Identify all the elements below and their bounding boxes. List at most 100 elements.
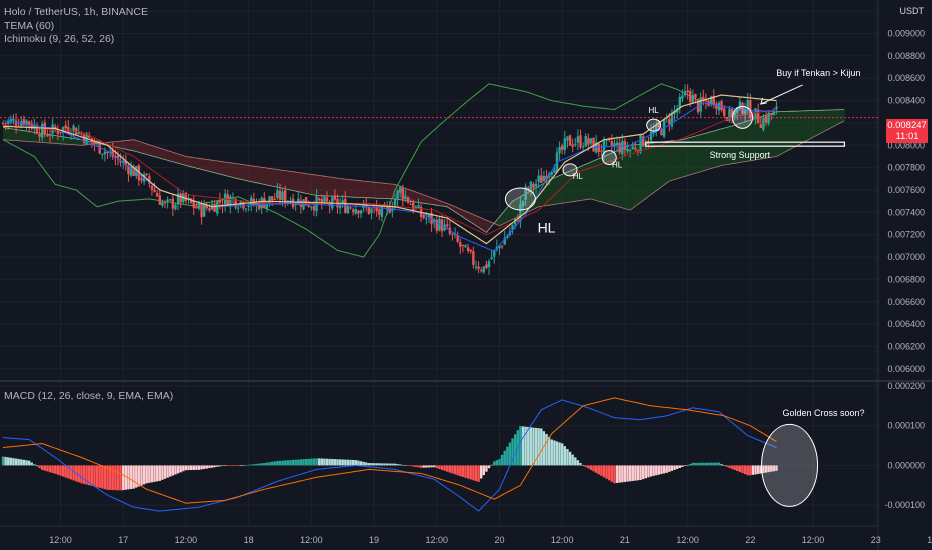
candle-body (657, 123, 661, 128)
cloud-segment (567, 171, 571, 203)
candle (124, 154, 128, 171)
candle-body (213, 203, 216, 212)
macd-histogram-bar (634, 465, 637, 481)
candle-body (7, 120, 10, 124)
macd-histogram-bar (547, 436, 551, 466)
grid-lines (0, 0, 878, 525)
candle (704, 93, 708, 110)
cloud-segment (146, 143, 150, 156)
candle (558, 141, 561, 161)
chikou-span-line (2, 83, 699, 258)
macd-histogram-bar (600, 465, 603, 476)
candle-body (772, 109, 776, 116)
macd-histogram-bar (618, 465, 621, 483)
candle-body (453, 234, 457, 236)
candle (725, 116, 729, 122)
candle-body (738, 101, 742, 109)
cloud-segment (807, 110, 811, 140)
cloud-segment (149, 144, 152, 156)
cloud-segment (303, 173, 307, 194)
cloud-segment (180, 154, 184, 165)
macd-histogram-bar (775, 465, 778, 471)
candle (764, 110, 768, 127)
macd-histogram-bar (12, 458, 15, 466)
candle (422, 213, 425, 220)
cloud-segment (823, 110, 827, 132)
candle (1, 121, 5, 125)
candle (487, 259, 491, 275)
macd-histogram-bar (623, 465, 627, 482)
macd-histogram-bar (231, 465, 235, 467)
candle-body (317, 198, 321, 201)
cloud-segment (604, 155, 607, 204)
candle (127, 162, 130, 182)
macd-histogram-bar (626, 465, 629, 482)
macd-histogram-bar (158, 465, 161, 481)
candle (25, 119, 28, 132)
candle-body (268, 196, 271, 204)
macd-histogram-bar (409, 465, 412, 467)
candle-body (255, 201, 258, 206)
candle-body (294, 204, 297, 206)
candle (27, 120, 31, 133)
candle-body (702, 96, 705, 102)
symbol-title[interactable]: Holo / TetherUS, 1h, BINANCE (4, 6, 148, 18)
macd-histogram-bar (244, 465, 248, 466)
cloud-segment (421, 193, 424, 204)
macd-histogram-bar (127, 465, 130, 490)
candle (229, 194, 232, 214)
cloud-segment (792, 111, 795, 149)
cloud-segment (752, 118, 756, 161)
cloud-segment (575, 167, 578, 202)
candle-body (446, 224, 449, 227)
tema-legend[interactable]: TEMA (60) (4, 20, 55, 32)
candle-body (691, 95, 695, 104)
candle-body (150, 185, 154, 190)
macd-histogram-bar (524, 426, 527, 466)
macd-histogram-bar (93, 465, 96, 487)
candle (48, 128, 52, 143)
cloud-segment (481, 217, 484, 231)
macd-histogram-bar (764, 465, 768, 473)
candle-body (696, 99, 700, 113)
candle-body (425, 218, 428, 220)
bar-countdown: 11:01 (895, 131, 919, 142)
macd-histogram-bar (192, 465, 195, 470)
cloud-segment (125, 140, 129, 150)
macd-legend[interactable]: MACD (12, 26, close, 9, EMA, EMA) (4, 390, 174, 402)
candle-body (166, 199, 169, 202)
candle (40, 120, 44, 142)
cloud-segment (656, 142, 659, 191)
candle (775, 101, 778, 115)
cloud-segment (489, 221, 492, 230)
candle-body (354, 209, 357, 214)
ichimoku-legend[interactable]: Ichimoku (9, 26, 52, 26) (4, 33, 115, 45)
candle-body (140, 178, 143, 181)
macd-histogram-bar (493, 461, 496, 466)
candle (581, 142, 585, 152)
candle (545, 169, 548, 185)
cloud-segment (611, 152, 615, 206)
candle-body (422, 215, 425, 219)
candle-body (208, 208, 211, 211)
macd-histogram-bar (615, 465, 619, 483)
macd-histogram-bar (174, 465, 177, 475)
macd-histogram-bar (608, 465, 611, 481)
macd-histogram-bar (534, 427, 538, 466)
candle (404, 189, 407, 202)
candle (466, 243, 470, 254)
cloud-segment (745, 120, 748, 162)
candle-body (746, 100, 749, 109)
candle-body (30, 123, 33, 129)
candle-body (231, 197, 235, 199)
candle-body (72, 125, 75, 133)
candle-body (203, 203, 206, 217)
time-tick-label: 19 (369, 535, 379, 545)
candle (694, 93, 697, 103)
cloud-segment (831, 109, 834, 128)
candle (498, 244, 501, 255)
candle (563, 130, 567, 155)
candle (717, 100, 721, 115)
cloud-segment (661, 141, 665, 187)
